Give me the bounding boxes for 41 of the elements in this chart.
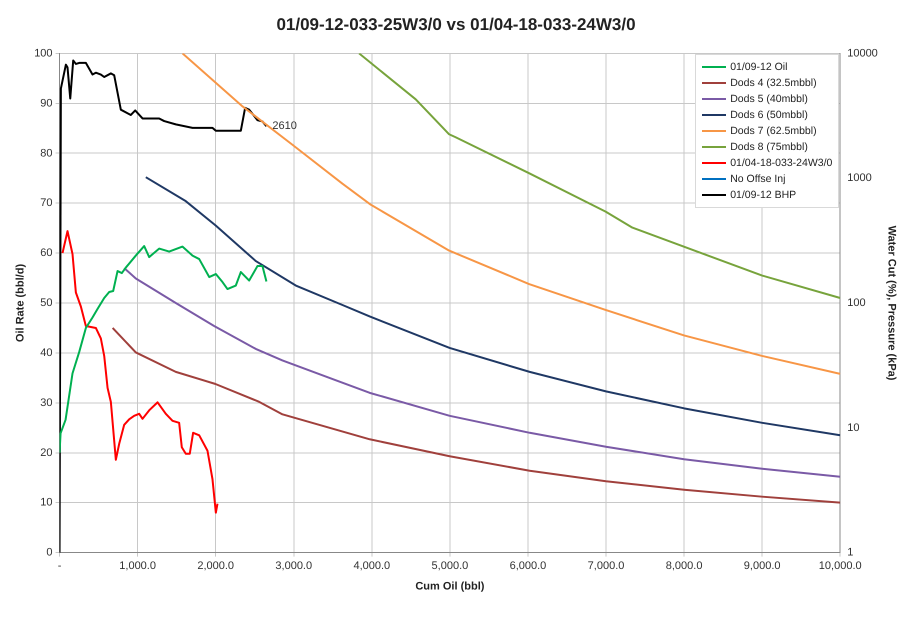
x-tick-label: 1,000.0: [119, 560, 156, 572]
y2-tick-label: 1: [847, 546, 854, 559]
legend-label: Dods 7 (62.5mbbl): [730, 125, 817, 138]
y-tick-label: 0: [46, 546, 53, 559]
x-tick-label: 6,000.0: [510, 560, 546, 572]
y-axis-title: Oil Rate (bbl/d): [14, 264, 27, 342]
x-tick-label: 8,000.0: [666, 560, 702, 572]
y-tick-label: 100: [34, 47, 53, 60]
legend-label: Dods 8 (75mbbl): [730, 141, 808, 154]
annotation: 2610: [272, 120, 297, 132]
legend-label: Dods 5 (40mbbl): [730, 93, 808, 106]
x-tick-label: 4,000.0: [353, 560, 390, 572]
x-tick-label: 7,000.0: [588, 560, 624, 572]
x-tick-label: 2,000.0: [197, 560, 234, 572]
y2-tick-label: 10: [847, 422, 860, 434]
x-tick-label: 5,000.0: [432, 560, 468, 572]
legend-label: 01/09-12 BHP: [730, 189, 796, 202]
y2-tick-label: 1000: [847, 172, 872, 184]
legend-label: 01/09-12 Oil: [730, 61, 788, 74]
y-tick-label: 50: [40, 297, 53, 310]
y2-axis-title: Water Cut (%), Pressure (kPa): [885, 226, 898, 381]
y-tick-label: 30: [40, 396, 53, 409]
legend-label: Dods 6 (50mbbl): [730, 109, 808, 122]
legend-label: No Offse Inj: [730, 173, 786, 186]
y-tick-label: 90: [40, 97, 53, 110]
x-tick-label: -: [58, 560, 62, 572]
x-tick-label: 10,000.0: [818, 560, 862, 572]
y2-tick-label: 10000: [847, 47, 878, 60]
x-tick-label: 3,000.0: [275, 560, 312, 572]
legend-label: Dods 4 (32.5mbbl): [730, 77, 817, 90]
y-tick-label: 80: [40, 147, 53, 160]
y-tick-label: 10: [40, 496, 53, 509]
legend-label: 01/04-18-033-24W3/0: [730, 157, 832, 170]
y-tick-label: 20: [40, 446, 53, 459]
chart-title: 01/09-12-033-25W3/0 vs 01/04-18-033-24W3/0: [276, 14, 636, 34]
x-axis-title: Cum Oil (bbl): [415, 580, 485, 592]
y2-tick-label: 100: [847, 297, 866, 310]
x-tick-label: 9,000.0: [744, 560, 780, 572]
y-tick-label: 40: [40, 346, 53, 359]
y-tick-label: 60: [40, 247, 53, 260]
y-tick-label: 70: [40, 197, 53, 210]
